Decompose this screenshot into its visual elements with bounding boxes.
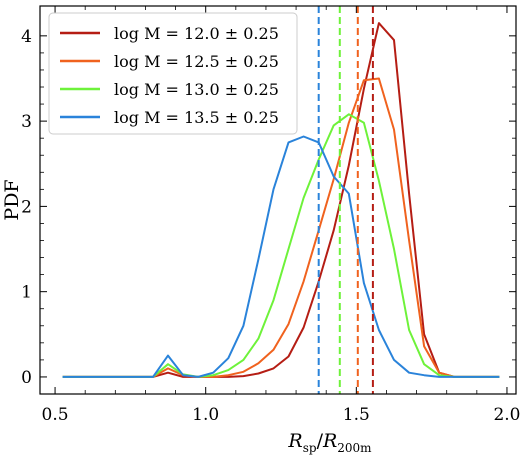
y-tick-label: 2: [21, 197, 32, 217]
x-tick-label: 2.0: [493, 405, 520, 425]
x-axis-label: Rsp/R200m: [287, 430, 372, 455]
legend-label-2: log M = 13.0 ± 0.25: [114, 80, 279, 99]
y-tick-label: 1: [21, 283, 32, 303]
y-tick-label: 3: [21, 112, 32, 132]
legend-label-0: log M = 12.0 ± 0.25: [114, 24, 279, 43]
y-tick-label: 0: [21, 368, 32, 388]
y-axis-label: PDF: [1, 179, 23, 220]
legend: log M = 12.0 ± 0.25 log M = 12.5 ± 0.25 lo…: [48, 12, 298, 135]
x-tick-label: 0.5: [42, 405, 69, 425]
x-tick-label: 1.0: [192, 405, 219, 425]
legend-box: [48, 12, 298, 135]
y-tick-label: 4: [21, 27, 32, 47]
svg-text:Rsp/R200m: Rsp/R200m: [287, 430, 372, 455]
legend-label-1: log M = 12.5 ± 0.25: [114, 52, 279, 71]
series-line-3: [62, 135, 500, 378]
plot-area: [62, 6, 500, 394]
x-tick-label: 1.5: [343, 405, 370, 425]
legend-label-3: log M = 13.5 ± 0.25: [114, 108, 279, 127]
axis-ticks: 0.5 1.0 1.5 2.0 0 1 2 3 4: [21, 6, 520, 425]
plot-frame: [39, 5, 517, 395]
